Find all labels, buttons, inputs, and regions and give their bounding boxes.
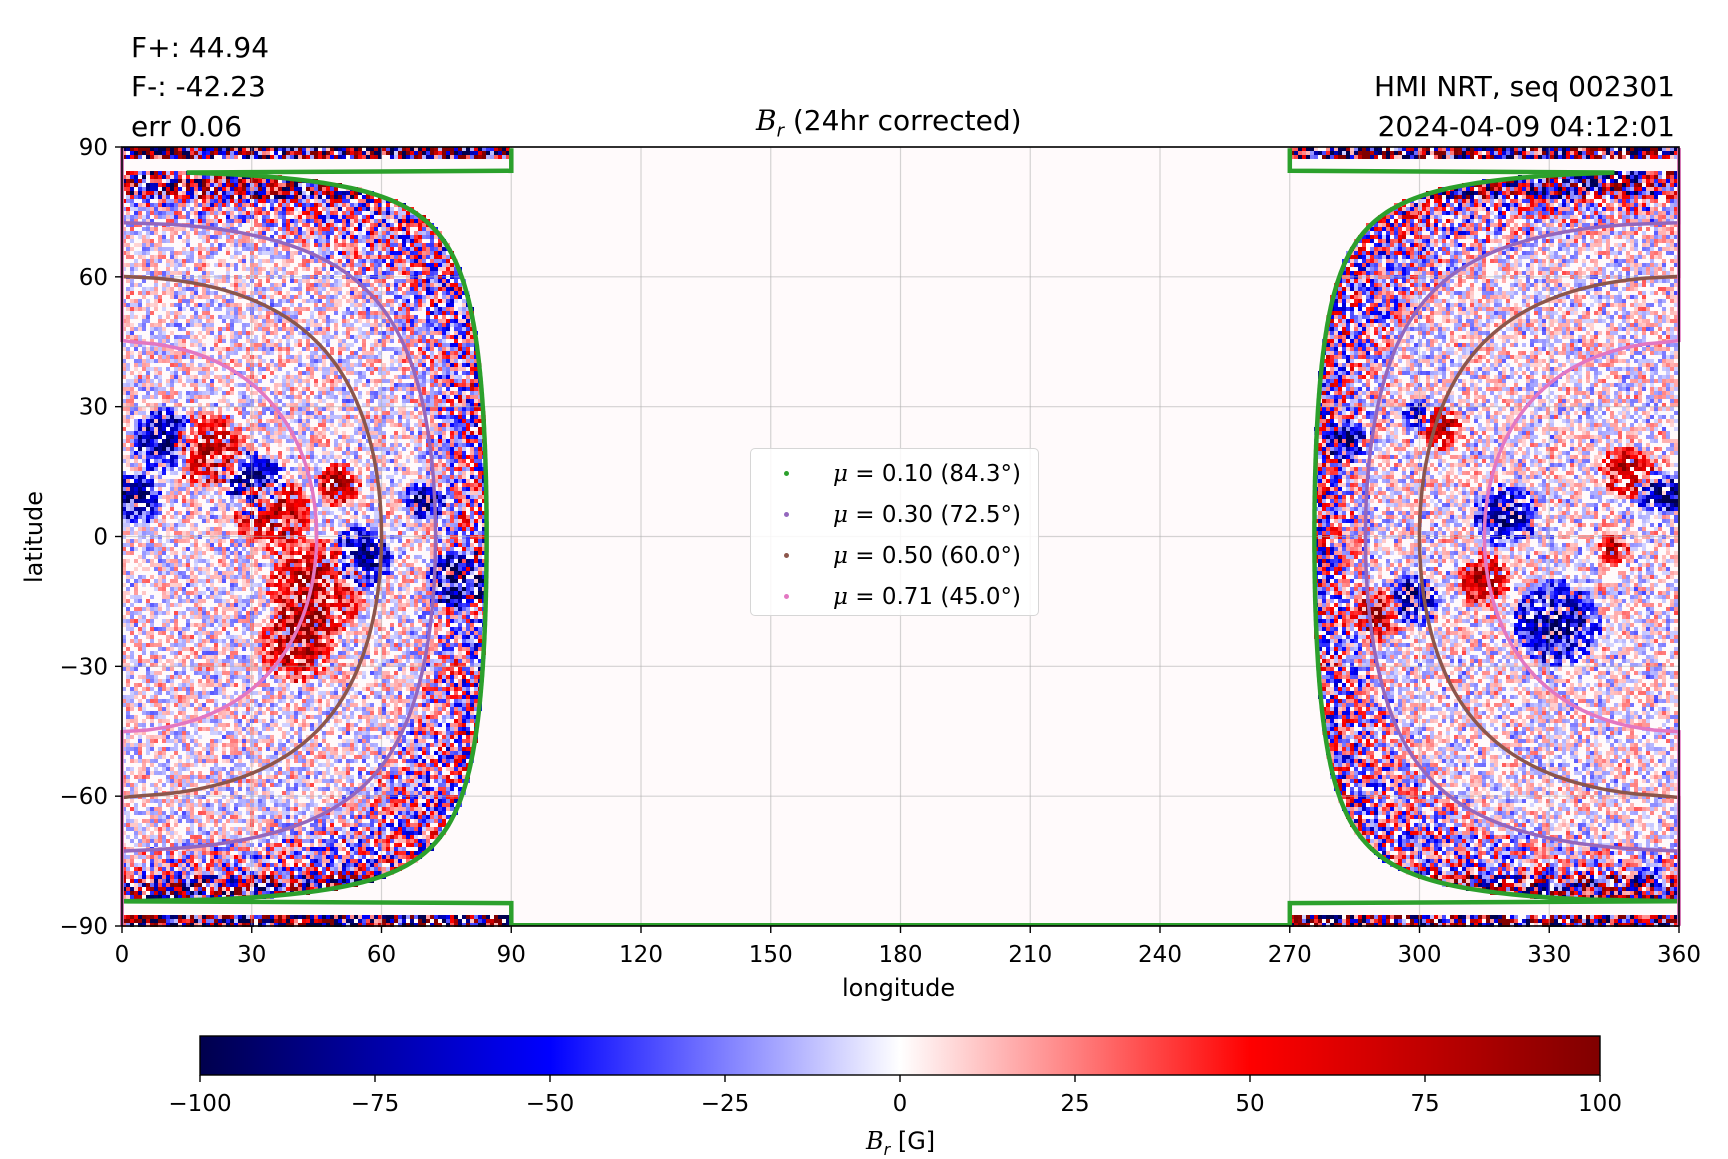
x-tick-label: 180 — [879, 942, 923, 968]
legend-marker — [784, 471, 789, 476]
y-tick-label: −90 — [59, 914, 108, 940]
colorbar-tick-label: −25 — [701, 1091, 750, 1117]
x-tick-label: 0 — [115, 942, 130, 968]
legend-item: μ = 0.50 (60.0°) — [751, 541, 1038, 571]
legend-marker — [784, 512, 789, 517]
colorbar-tick-label: −50 — [526, 1091, 575, 1117]
legend-item: μ = 0.30 (72.5°) — [751, 500, 1038, 530]
y-tick-label: 0 — [93, 525, 108, 551]
legend-label: μ = 0.10 (84.3°) — [833, 459, 1021, 489]
x-tick-label: 60 — [367, 942, 396, 968]
colorbar-tick-label: 75 — [1410, 1091, 1439, 1117]
x-tick-label: 210 — [1008, 942, 1052, 968]
colorbar-tick-label: 100 — [1578, 1091, 1622, 1117]
legend-item: μ = 0.71 (45.0°) — [751, 582, 1038, 612]
colorbar — [200, 1036, 1600, 1075]
colorbar-tick-label: 0 — [893, 1091, 908, 1117]
colorbar-tick-label: −100 — [168, 1091, 231, 1117]
legend-label: μ = 0.71 (45.0°) — [833, 582, 1021, 612]
legend-label: μ = 0.50 (60.0°) — [833, 541, 1021, 571]
chart-legend: μ = 0.10 (84.3°) μ = 0.30 (72.5°) μ = 0.… — [750, 448, 1039, 616]
x-tick-label: 360 — [1657, 942, 1701, 968]
x-tick-label: 120 — [619, 942, 663, 968]
y-tick-label: −60 — [59, 784, 108, 810]
colorbar-tick-label: 50 — [1235, 1091, 1264, 1117]
y-tick-label: 90 — [79, 135, 108, 161]
y-axis-label: latitude — [20, 491, 48, 583]
x-axis-label: longitude — [842, 974, 955, 1002]
x-tick-label: 330 — [1527, 942, 1571, 968]
legend-marker — [784, 553, 789, 558]
colorbar-label: Br [G] — [866, 1127, 935, 1159]
x-tick-label: 300 — [1398, 942, 1442, 968]
x-tick-label: 90 — [497, 942, 526, 968]
x-tick-label: 240 — [1138, 942, 1182, 968]
legend-marker — [784, 594, 789, 599]
x-tick-label: 30 — [237, 942, 266, 968]
x-tick-label: 270 — [1268, 942, 1312, 968]
x-tick-label: 150 — [749, 942, 793, 968]
y-tick-label: 30 — [79, 395, 108, 421]
colorbar-tick-label: 25 — [1060, 1091, 1089, 1117]
legend-label: μ = 0.30 (72.5°) — [833, 500, 1021, 530]
legend-item: μ = 0.10 (84.3°) — [751, 459, 1038, 489]
y-tick-label: 60 — [79, 265, 108, 291]
colorbar-tick-label: −75 — [351, 1091, 400, 1117]
y-tick-label: −30 — [59, 654, 108, 680]
